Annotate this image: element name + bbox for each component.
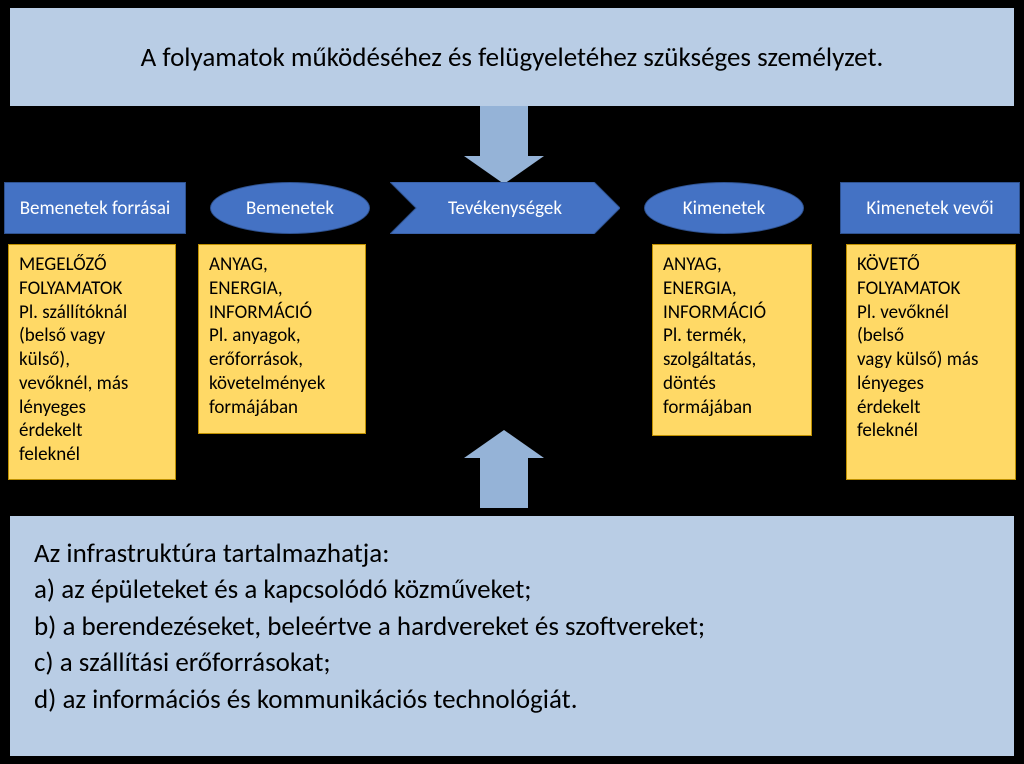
description-line: erőforrások,	[209, 348, 355, 372]
description-line: vagy külső) más	[857, 348, 1005, 372]
description-box-1: ANYAG,ENERGIA,INFORMÁCIÓPl. anyagok,erőf…	[198, 244, 366, 434]
flow-node-label: Bemenetek forrásai	[20, 197, 171, 220]
description-line: vevőknél, más	[19, 372, 165, 396]
description-line: ENERGIA,	[209, 277, 355, 301]
top-header-text: A folyamatok működéséhez és felügyeletéh…	[141, 41, 884, 74]
bottom-line: c) a szállítási erőforrásokat;	[34, 645, 990, 681]
description-line: (belső	[857, 324, 1005, 348]
bottom-line: d) az információs és kommunikációs techn…	[34, 682, 990, 718]
description-line: Pl. szállítóknál	[19, 301, 165, 325]
arrow-down-head	[464, 156, 544, 184]
description-line: FOLYAMATOK	[19, 277, 165, 301]
flow-node-1: Bemenetek	[210, 182, 370, 234]
description-line: döntés	[663, 372, 801, 396]
arrow-down-body	[480, 106, 528, 156]
flow-row: Bemenetek forrásai Bemenetek Tevékenységek…	[0, 182, 1024, 240]
description-line: feleknél	[857, 419, 1005, 443]
description-line: feleknél	[19, 443, 165, 467]
description-line: KÖVETŐ	[857, 253, 1005, 277]
description-line: FOLYAMATOK	[857, 277, 1005, 301]
description-line: ENERGIA,	[663, 277, 801, 301]
bottom-info-box: Az infrastruktúra tartalmazhatja:a) az é…	[10, 516, 1014, 756]
description-line: Pl. anyagok,	[209, 324, 355, 348]
description-line: MEGELŐZŐ	[19, 253, 165, 277]
description-line: szolgáltatás,	[663, 348, 801, 372]
description-line: (belső vagy	[19, 324, 165, 348]
description-line: INFORMÁCIÓ	[209, 301, 355, 325]
flow-node-0: Bemenetek forrásai	[4, 182, 186, 234]
top-header-box: A folyamatok működéséhez és felügyeletéh…	[10, 8, 1014, 106]
description-box-0: MEGELŐZŐFOLYAMATOKPl. szállítóknál(belső…	[8, 244, 176, 480]
flow-node-label: Kimenetek	[683, 197, 765, 220]
bottom-line: a) az épületeket és a kapcsolódó közműve…	[34, 572, 990, 608]
flow-node-4: Kimenetek vevői	[840, 182, 1020, 234]
description-box-2: ANYAG,ENERGIA,INFORMÁCIÓPl. termék,szolg…	[652, 244, 812, 436]
arrow-up	[480, 430, 544, 508]
description-line: külső),	[19, 348, 165, 372]
bottom-line: b) a berendezéseket, beleértve a hardver…	[34, 609, 990, 645]
arrow-up-head	[464, 430, 544, 458]
description-line: formájában	[663, 396, 801, 420]
arrow-down	[480, 106, 544, 184]
bottom-line: Az infrastruktúra tartalmazhatja:	[34, 536, 990, 572]
description-line: lényeges	[19, 396, 165, 420]
description-line: ANYAG,	[663, 253, 801, 277]
description-line: követelmények	[209, 372, 355, 396]
arrow-up-body	[480, 458, 528, 508]
description-line: Pl. termék,	[663, 324, 801, 348]
description-line: érdekelt	[857, 396, 1005, 420]
flow-node-2: Tevékenységek	[390, 182, 620, 234]
flow-node-label: Kimenetek vevői	[866, 197, 993, 220]
description-line: INFORMÁCIÓ	[663, 301, 801, 325]
description-line: érdekelt	[19, 419, 165, 443]
description-line: Pl. vevőknél	[857, 301, 1005, 325]
description-line: lényeges	[857, 372, 1005, 396]
description-box-3: KÖVETŐFOLYAMATOKPl. vevőknél(belsővagy k…	[846, 244, 1016, 480]
description-line: formájában	[209, 396, 355, 420]
description-line: ANYAG,	[209, 253, 355, 277]
flow-node-label: Tevékenységek	[448, 197, 562, 220]
flow-node-label: Bemenetek	[246, 197, 334, 220]
flow-node-3: Kimenetek	[644, 182, 804, 234]
